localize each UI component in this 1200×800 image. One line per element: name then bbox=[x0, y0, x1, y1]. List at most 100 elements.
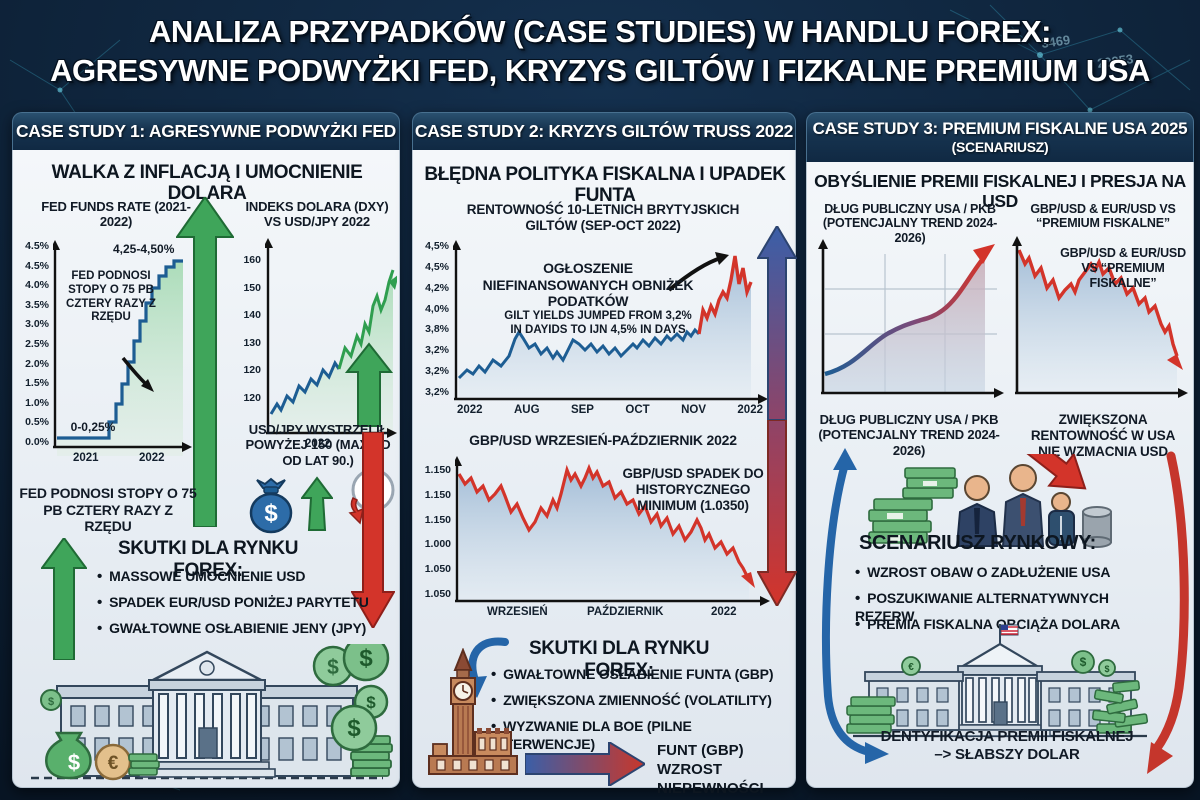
fed-funds-plot bbox=[53, 240, 192, 456]
svg-text:$: $ bbox=[68, 750, 80, 775]
gilt-annotation: OGŁOSZENIE NIEFINANSOWANYCH OBNIŻEK PODA… bbox=[482, 260, 694, 310]
svg-text:€: € bbox=[908, 662, 914, 673]
dxy-ytick: 140 bbox=[243, 309, 261, 322]
gilt-ytick: 3,2% bbox=[425, 365, 449, 378]
panel-case-study-2: CASE STUDY 2: KRYZYS GILTÓW TRUSS 2022 B… bbox=[412, 112, 797, 797]
page-title: ANALIZA PRZYPADKÓW (CASE STUDIES) W HAND… bbox=[0, 12, 1200, 90]
svg-text:$: $ bbox=[366, 693, 376, 712]
panel1-effect-bullet-3: GWAŁTOWNE OSŁABIENIE JENY (JPY) bbox=[97, 620, 377, 638]
gilt-xtick: 2022 bbox=[737, 404, 763, 416]
panel2-header-text: CASE STUDY 2: KRYZYS GILTÓW TRUSS 2022 bbox=[414, 121, 794, 141]
gilt-xtick: AUG bbox=[514, 404, 540, 416]
panel1-effect-bullet-2: SPADEK EUR/USD PONIŻEJ PARYTETU bbox=[97, 594, 377, 612]
panel2-effect-bullet-3: WYZWANIE DLA BOE (PILNE INTERWENCJE) bbox=[491, 718, 791, 753]
fed-label-top: 4,25-4,50% bbox=[113, 242, 175, 256]
gilt-xtick: SEP bbox=[570, 404, 594, 416]
gbp-xtick-pazdziernik: PAŹDZIERNIK bbox=[587, 606, 664, 618]
dxy-ytick: 160 bbox=[243, 254, 261, 266]
gradient-arrow-label: FUNT (GBP) WZROST NIEPEWNOŚCI bbox=[657, 742, 793, 798]
gilt-xtick: 2022 bbox=[457, 404, 483, 416]
gilt-ytick: 4,5% bbox=[425, 260, 449, 273]
gbp-ytick: 1.000 bbox=[424, 538, 451, 551]
debt-caption: DŁUG PUBLICZNY USA / PKB (POTENCJALNY TR… bbox=[818, 412, 1000, 458]
big-green-up-arrow bbox=[176, 197, 234, 527]
fx-inner-label: GBP/USD & EUR/USD VS “PREMIUM FISKALNE” bbox=[1060, 246, 1186, 290]
gbp-chart-title: GBP/USD WRZESIEŃ-PAŹDZIERNIK 2022 bbox=[469, 432, 737, 448]
fed-ytick: 4.0% bbox=[25, 279, 49, 292]
fed-ytick: 3.0% bbox=[25, 318, 49, 331]
svg-text:$: $ bbox=[347, 715, 361, 742]
fed-xtick-2022: 2022 bbox=[139, 452, 165, 464]
svg-text:$: $ bbox=[48, 696, 54, 708]
panel3-scenario-bullet-3: PREMIA FISKALNA OBCIĄŻA DOLARA bbox=[855, 616, 1155, 634]
gbp-ytick: 1.150 bbox=[424, 513, 451, 526]
panel2-heading: BŁĘDNA POLITYKA FISKALNA I UPADEK FUNTA bbox=[424, 164, 786, 207]
fed-building-illustration: $ € $ $ $ $ $ bbox=[31, 644, 393, 781]
us-building-illustration: € $ $ bbox=[846, 624, 1149, 738]
red-curve-arrow-right bbox=[1147, 451, 1189, 774]
fed-annotation: FED PODNOSI STOPY O 75 PB CZTERY RAZY Z … bbox=[66, 270, 156, 324]
blue-up-arrow-gradient bbox=[757, 226, 797, 420]
gilt-ytick: 4,5% bbox=[425, 240, 449, 252]
fed-ytick: 1.0% bbox=[25, 396, 49, 409]
debt-people-illustration bbox=[868, 454, 1112, 548]
gilt-xtick: OCT bbox=[625, 404, 650, 416]
gilt-ytick: 4,2% bbox=[425, 281, 449, 294]
gilt-ytick: 3,2% bbox=[425, 344, 449, 357]
page-title-line2: AGRESYWNE PODWYŻKI FED, KRYZYS GILTÓW I … bbox=[50, 53, 1150, 88]
fed-ytick: 0.5% bbox=[25, 416, 49, 429]
fed-ytick: 4.5% bbox=[25, 240, 49, 252]
panel1-body: WALKA Z INFLACJĄ I UMOCNIENIE DOLARA FED… bbox=[12, 150, 400, 788]
panel3-heading: OBYŚLIENIE PREMII FISKALNEJ I PRESJA NA … bbox=[814, 171, 1186, 211]
fed-ytick: 3.5% bbox=[25, 298, 49, 311]
panel3-header: CASE STUDY 3: PREMIUM FISKALNE USA 2025 … bbox=[806, 112, 1194, 162]
debt-gdp-plot bbox=[818, 239, 1004, 398]
panel2-effect-bullet-2: ZWIĘKSZONA ZMIENNOŚĆ (VOLATILITY) bbox=[491, 692, 787, 710]
fed-label-bottom: 0-0,25% bbox=[70, 420, 116, 434]
gbp-ytick: 1.050 bbox=[424, 563, 451, 576]
panel2-header: CASE STUDY 2: KRYZYS GILTÓW TRUSS 2022 bbox=[412, 112, 796, 150]
gradient-right-arrow bbox=[525, 742, 645, 786]
fed-chart-title: FED FUNDS RATE (2021-2022) bbox=[41, 199, 191, 229]
fed-ytick: 1.5% bbox=[25, 377, 49, 390]
fx-chart-title: GBP/USD & EUR/USD VS “PREMIUM FISKALNE” bbox=[1030, 202, 1176, 231]
debt-chart-title: DŁUG PUBLICZNY USA / PKB (POTENCJALNY TR… bbox=[822, 202, 998, 245]
arrow-label-line1: FUNT (GBP) bbox=[657, 742, 744, 759]
fed-ytick: 2.5% bbox=[25, 337, 49, 350]
dxy-ytick: 120 bbox=[243, 391, 261, 404]
dxy-plot bbox=[265, 238, 397, 438]
gilt-yields-chart: 4,5% 4,5% 4,2% 4,0% 3,8% 3,2% 3,2% 3,2% bbox=[415, 238, 771, 424]
panel3-bottom-caption: DENTYFIKACJA PREMII FISKALNEJ –> SŁABSZY… bbox=[877, 728, 1137, 763]
bottom-caption-line1: DENTYFIKACJA PREMII FISKALNEJ bbox=[880, 728, 1134, 745]
fed-caption: FED PODNOSI STOPY O 75 PB CZTERY RAZY Z … bbox=[19, 485, 197, 535]
page-title-line1: ANALIZA PRZYPADKÓW (CASE STUDIES) W HAND… bbox=[148, 14, 1052, 49]
gilt-ytick: 3,8% bbox=[425, 323, 449, 336]
panel2-body: BŁĘDNA POLITYKA FISKALNA I UPADEK FUNTA … bbox=[412, 150, 797, 797]
left-green-up-arrow bbox=[41, 538, 87, 660]
fed-funds-chart: 4.5% 4.5% 4.0% 3.5% 3.0% 2.5% 2.0% 1.5% … bbox=[17, 238, 192, 468]
svg-text:$: $ bbox=[264, 500, 278, 527]
background-number-2: 20953 bbox=[1096, 51, 1134, 71]
tall-red-down-arrow bbox=[351, 432, 395, 628]
gilt-plot bbox=[453, 240, 768, 404]
svg-text:$: $ bbox=[359, 645, 373, 672]
dxy-xtick-2022: 2022 bbox=[305, 438, 331, 450]
svg-text:$: $ bbox=[1080, 655, 1087, 669]
dxy-caption: USD/JPY WYSTRZELIŁ POWYŻEJ 150 (MAX OD O… bbox=[245, 422, 391, 468]
gbp-ytick: 1.150 bbox=[424, 464, 451, 476]
panel-case-study-1: CASE STUDY 1: AGRESYWNE PODWYŻKI FED 202… bbox=[12, 112, 400, 788]
gilt-ytick: 3,2% bbox=[425, 385, 449, 398]
svg-text:$: $ bbox=[1104, 664, 1109, 674]
blue-curve-arrow-left bbox=[822, 448, 889, 764]
dxy-chart: 160 150 140 130 120 120 2022 bbox=[239, 238, 397, 454]
dxy-ytick: 130 bbox=[243, 336, 261, 349]
bottom-caption-line2: –> SŁABSZY DOLAR bbox=[934, 745, 1080, 763]
panel1-heading: WALKA Z INFLACJĄ I UMOCNIENIE DOLARA bbox=[51, 162, 363, 205]
panel3-scenario-bullet-1: WZROST OBAW O ZADŁUŻENIE USA bbox=[855, 564, 1155, 582]
panel3-body: OBYŚLIENIE PREMII FISKALNEJ I PRESJA NA … bbox=[806, 162, 1194, 788]
dxy-ytick: 120 bbox=[243, 364, 261, 377]
svg-text:$: $ bbox=[327, 656, 339, 679]
fed-ytick: 2.0% bbox=[25, 357, 49, 370]
gilt-xtick: NOV bbox=[681, 404, 706, 416]
fed-ytick: 0.0% bbox=[25, 435, 49, 448]
